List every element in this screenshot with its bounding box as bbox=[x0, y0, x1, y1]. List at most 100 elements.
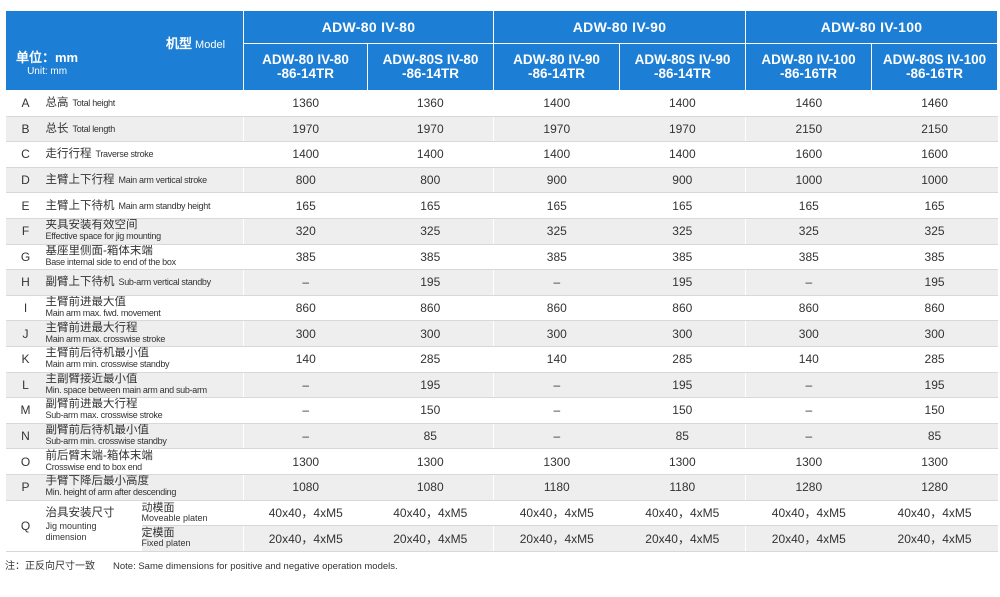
row-description: 前后臂末端-箱体末端 Crosswise end to box end bbox=[45, 448, 244, 475]
row-letter: E bbox=[5, 192, 46, 219]
value-cell: – bbox=[493, 397, 620, 424]
value-cell: 1400 bbox=[493, 90, 620, 117]
value-cell: 800 bbox=[367, 167, 494, 194]
table-row: D 主臂上下行程 Main arm vertical stroke 800 800 900… bbox=[5, 167, 998, 194]
row-description: 主臂前后待机最小值 Main arm min. crosswise standby bbox=[45, 346, 244, 373]
row-letter: H bbox=[5, 269, 46, 296]
value-cell: 165 bbox=[367, 192, 494, 219]
value-cell: 1970 bbox=[619, 116, 746, 143]
value-cell: 2150 bbox=[745, 116, 872, 143]
value-cell: 325 bbox=[493, 218, 620, 245]
value-cell: 385 bbox=[243, 244, 368, 271]
table-row: O 前后臂末端-箱体末端 Crosswise end to box end 1300 1… bbox=[5, 448, 998, 475]
row-description: 主臂前进最大行程 Main arm max. crosswise stroke bbox=[45, 320, 244, 347]
platen-en: Moveable platen bbox=[141, 512, 208, 523]
row-description: 总长 Total length bbox=[45, 116, 244, 143]
value-cell: 860 bbox=[745, 295, 872, 322]
row-letter: C bbox=[5, 141, 46, 168]
description-zh: 总高 bbox=[45, 97, 69, 110]
model-label: 机型 Model bbox=[166, 36, 226, 51]
row-letter: P bbox=[5, 474, 46, 501]
description-zh: 总长 bbox=[45, 122, 69, 135]
description-zh: 夹具安装有效空间 bbox=[45, 219, 138, 232]
value-cell: – bbox=[243, 397, 368, 424]
table-row: P 手臂下降后最小高度 Min. height of arm after desce… bbox=[5, 474, 998, 501]
row-letter: F bbox=[5, 218, 46, 245]
value-cell: 140 bbox=[493, 346, 620, 373]
value-cell: 1300 bbox=[493, 448, 620, 475]
value-cell: 1970 bbox=[493, 116, 620, 143]
row-letter: O bbox=[5, 448, 46, 475]
value-cell: 300 bbox=[745, 320, 872, 347]
row-description: 主臂上下行程 Main arm vertical stroke bbox=[45, 167, 244, 194]
row-letter: N bbox=[5, 423, 46, 450]
description-en: Sub-arm min. crosswise standby bbox=[45, 436, 167, 447]
description-en: Effective space for jig mounting bbox=[45, 231, 162, 242]
description-zh: 基座里侧面-箱体末端 bbox=[45, 244, 153, 257]
description-en: Main arm vertical stroke bbox=[118, 175, 208, 186]
row-letter: A bbox=[5, 90, 46, 117]
value-cell: 85 bbox=[619, 423, 746, 450]
table-row: M 副臂前进最大行程 Sub-arm max. crosswise stroke –1… bbox=[5, 397, 998, 424]
value-cell: – bbox=[493, 372, 620, 399]
unit-label: 单位：mm Unit: mm bbox=[16, 50, 79, 78]
row-letter: J bbox=[5, 320, 46, 347]
value-cell: 20x40，4xM5 bbox=[493, 525, 620, 552]
value-cell: – bbox=[745, 269, 872, 296]
value-cell: 165 bbox=[493, 192, 620, 219]
value-cell: 85 bbox=[871, 423, 998, 450]
value-cell: 1000 bbox=[745, 167, 872, 194]
value-cell: 1360 bbox=[367, 90, 494, 117]
spec-table: 机型 Model 单位：mm Unit: mm ADW-80 IV-80 ADW-8… bbox=[4, 10, 999, 552]
value-cell: 325 bbox=[745, 218, 872, 245]
value-cell: – bbox=[745, 423, 872, 450]
description-zh: 走行行程 bbox=[45, 148, 92, 161]
row-description: 夹具安装有效空间 Effective space for jig mounting bbox=[45, 218, 244, 245]
table-row: N 副臂前后待机最小值 Sub-arm min. crosswise standby… bbox=[5, 423, 998, 450]
value-cell: 300 bbox=[493, 320, 620, 347]
description-en: Main arm standby height bbox=[118, 200, 211, 211]
value-cell: 40x40，4xM5 bbox=[243, 500, 368, 527]
table-row: H 副臂上下待机 Sub-arm vertical standby –195–195–… bbox=[5, 269, 998, 296]
value-cell: 385 bbox=[493, 244, 620, 271]
value-cell: 195 bbox=[367, 269, 494, 296]
row-letter: M bbox=[5, 397, 46, 424]
description-zh: 手臂下降后最小高度 bbox=[45, 475, 150, 488]
description-en: Base internal side to end of the box bbox=[45, 256, 177, 267]
table-row: 定模面 Fixed platen 20x40，4xM5 20x40，4xM5 20x40… bbox=[6, 525, 998, 552]
row-letter: I bbox=[5, 295, 46, 322]
value-cell: 800 bbox=[243, 167, 368, 194]
description-zh: 主臂前进最大值 bbox=[45, 296, 127, 309]
row-description: 走行行程 Traverse stroke bbox=[45, 141, 244, 168]
table-row: G 基座里侧面-箱体末端 Base internal side to end of … bbox=[5, 244, 998, 271]
description-zh: 主臂前后待机最小值 bbox=[45, 347, 150, 360]
value-cell: 195 bbox=[871, 269, 998, 296]
value-cell: 150 bbox=[619, 397, 746, 424]
moveable-platen-label: 动模面 Moveable platen bbox=[141, 500, 244, 527]
value-cell: 1300 bbox=[871, 448, 998, 475]
row-letter: D bbox=[5, 167, 46, 194]
value-cell: 2150 bbox=[871, 116, 998, 143]
value-cell: 1180 bbox=[493, 474, 620, 501]
group-header: ADW-80 IV-90 bbox=[493, 10, 747, 44]
description-zh: 主臂上下待机 bbox=[45, 199, 115, 212]
row-description: 主臂前进最大值 Main arm max. fwd. movement bbox=[45, 295, 244, 322]
value-cell: 195 bbox=[367, 372, 494, 399]
description-en: Crosswise end to box end bbox=[45, 461, 143, 472]
value-cell: 20x40，4xM5 bbox=[871, 525, 998, 552]
value-cell: 195 bbox=[619, 269, 746, 296]
value-cell: 20x40，4xM5 bbox=[367, 525, 494, 552]
row-description: 副臂上下待机 Sub-arm vertical standby bbox=[45, 269, 244, 296]
value-cell: 40x40，4xM5 bbox=[871, 500, 998, 527]
table-row: F 夹具安装有效空间 Effective space for jig mountin… bbox=[5, 218, 998, 245]
value-cell: – bbox=[493, 423, 620, 450]
jig-label-en: Jig mounting bbox=[45, 521, 97, 532]
value-cell: 40x40，4xM5 bbox=[619, 500, 746, 527]
value-cell: 300 bbox=[619, 320, 746, 347]
row-description: 副臂前后待机最小值 Sub-arm min. crosswise standby bbox=[45, 423, 244, 450]
value-cell: – bbox=[243, 372, 368, 399]
value-cell: 285 bbox=[619, 346, 746, 373]
jig-dimension-label: 治具安装尺寸 Jig mounting dimension bbox=[45, 500, 142, 552]
value-cell: 900 bbox=[493, 167, 620, 194]
value-cell: 1600 bbox=[745, 141, 872, 168]
